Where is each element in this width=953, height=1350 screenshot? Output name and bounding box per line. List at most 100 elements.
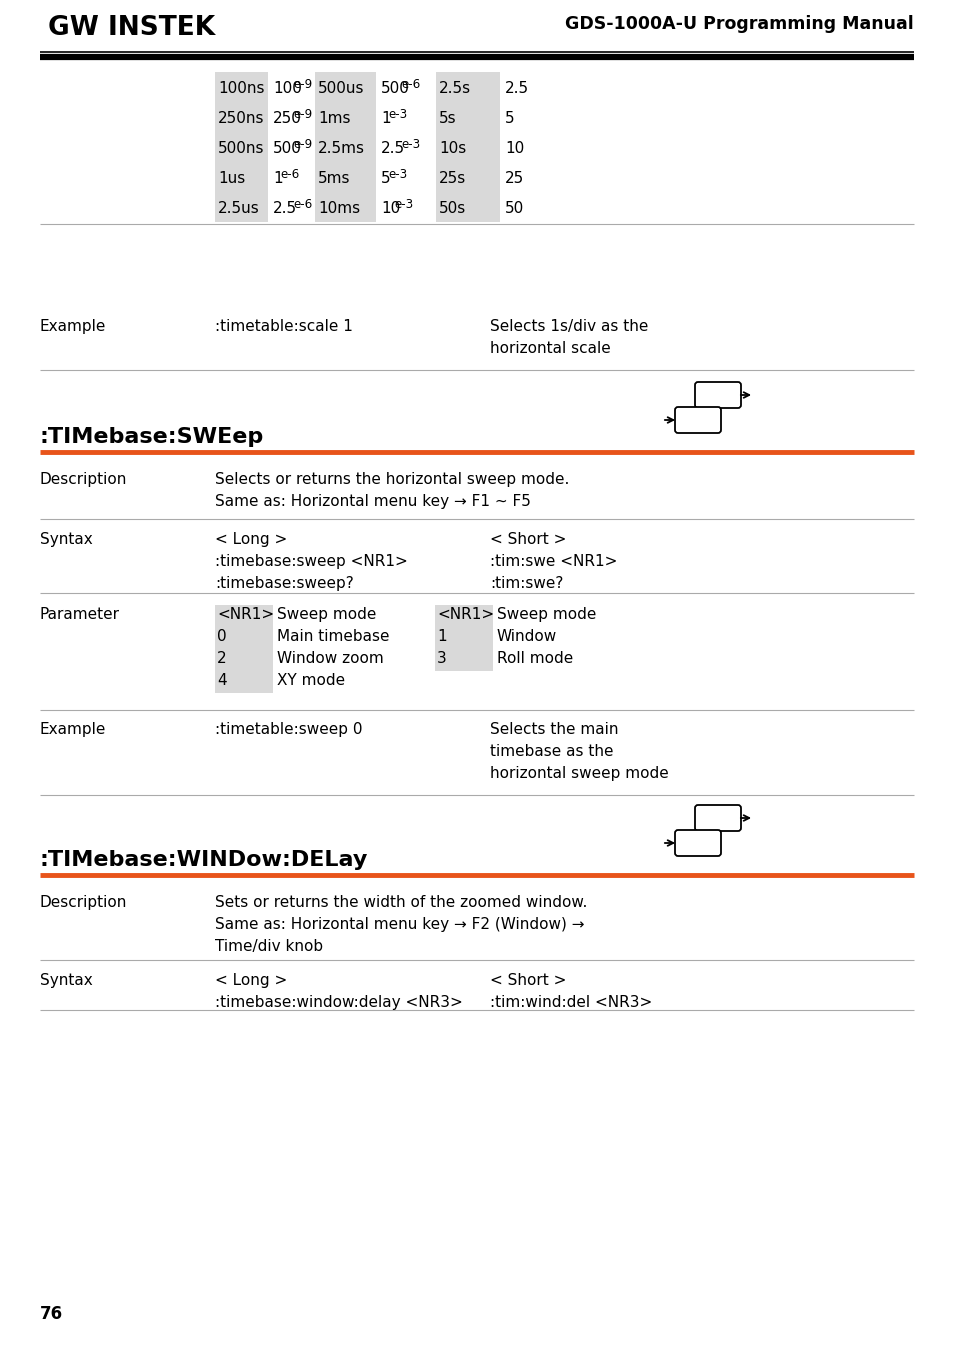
Text: 500ns: 500ns: [218, 140, 264, 157]
Text: :TIMebase:SWEep: :TIMebase:SWEep: [40, 427, 264, 447]
Text: 10s: 10s: [438, 140, 466, 157]
Text: 500us: 500us: [317, 81, 364, 96]
Text: XY mode: XY mode: [276, 674, 345, 688]
Text: Description: Description: [40, 895, 128, 910]
Text: 1: 1: [380, 111, 390, 126]
Text: Syntax: Syntax: [40, 532, 92, 547]
Text: :timetable:scale 1: :timetable:scale 1: [214, 319, 353, 333]
Text: < Long >: < Long >: [214, 532, 287, 547]
Bar: [314, 72, 375, 221]
Text: 1: 1: [436, 629, 446, 644]
Text: GW INSTEK: GW INSTEK: [48, 15, 214, 40]
Text: 2.5: 2.5: [504, 81, 529, 96]
Text: 2: 2: [216, 651, 227, 666]
Text: :tim:wind:del <NR3>: :tim:wind:del <NR3>: [490, 995, 652, 1010]
Text: :tim:swe?: :tim:swe?: [490, 576, 563, 591]
Text: Example: Example: [40, 722, 107, 737]
Text: 4: 4: [216, 674, 227, 688]
Bar: [435, 626, 493, 649]
Text: 3: 3: [436, 651, 446, 666]
FancyBboxPatch shape: [675, 406, 720, 433]
Text: 2.5ms: 2.5ms: [317, 140, 365, 157]
Text: e-9: e-9: [294, 138, 313, 151]
Bar: [435, 605, 493, 626]
Text: :timebase:window:delay <NR3>: :timebase:window:delay <NR3>: [214, 995, 462, 1010]
Text: :timetable:sweep 0: :timetable:sweep 0: [214, 722, 362, 737]
Text: Main timebase: Main timebase: [276, 629, 389, 644]
Text: 500: 500: [273, 140, 301, 157]
Bar: [436, 72, 499, 221]
Bar: [214, 72, 268, 221]
Text: Sweep mode: Sweep mode: [497, 608, 596, 622]
Text: 2.5: 2.5: [273, 201, 296, 216]
Text: 25s: 25s: [438, 171, 466, 186]
Bar: [214, 649, 273, 671]
Text: 250: 250: [273, 111, 301, 126]
Text: 2.5: 2.5: [380, 140, 405, 157]
Text: < Short >: < Short >: [490, 973, 566, 988]
Text: GDS-1000A-U Programming Manual: GDS-1000A-U Programming Manual: [565, 15, 913, 32]
Text: <NR1>: <NR1>: [436, 608, 494, 622]
Text: e-3: e-3: [401, 138, 420, 151]
Text: <NR1>: <NR1>: [216, 608, 274, 622]
Text: :TIMebase:WINDow:DELay: :TIMebase:WINDow:DELay: [40, 850, 368, 869]
Text: 2.5us: 2.5us: [218, 201, 259, 216]
Text: 250ns: 250ns: [218, 111, 264, 126]
Text: 10: 10: [380, 201, 400, 216]
Text: e-6: e-6: [294, 198, 313, 211]
Text: < Long >: < Long >: [214, 973, 287, 988]
Text: e-9: e-9: [294, 108, 313, 122]
Text: 10ms: 10ms: [317, 201, 359, 216]
FancyBboxPatch shape: [675, 830, 720, 856]
Text: 1: 1: [273, 171, 282, 186]
Bar: [214, 671, 273, 693]
Text: Selects or returns the horizontal sweep mode.: Selects or returns the horizontal sweep …: [214, 472, 569, 487]
Text: 0: 0: [216, 629, 227, 644]
Text: e-6: e-6: [401, 78, 420, 90]
Text: 1us: 1us: [218, 171, 245, 186]
FancyBboxPatch shape: [695, 382, 740, 408]
Text: Same as: Horizontal menu key → F2 (Window) →: Same as: Horizontal menu key → F2 (Windo…: [214, 917, 584, 932]
Text: Syntax: Syntax: [40, 973, 92, 988]
Text: Parameter: Parameter: [40, 608, 120, 622]
Text: e-3: e-3: [388, 167, 407, 181]
Text: timebase as the: timebase as the: [490, 744, 613, 759]
Text: 5: 5: [380, 171, 390, 186]
Text: 76: 76: [40, 1305, 63, 1323]
Text: Selects 1s/div as the: Selects 1s/div as the: [490, 319, 648, 333]
Text: Window zoom: Window zoom: [276, 651, 383, 666]
Bar: [214, 626, 273, 649]
Text: Sweep mode: Sweep mode: [276, 608, 376, 622]
Text: Example: Example: [40, 319, 107, 333]
Bar: [214, 605, 273, 626]
Text: Description: Description: [40, 472, 128, 487]
Text: e-9: e-9: [294, 78, 313, 90]
Text: Time/div knob: Time/div knob: [214, 940, 323, 954]
Text: 10: 10: [504, 140, 524, 157]
Text: e-3: e-3: [388, 108, 407, 122]
Text: Same as: Horizontal menu key → F1 ~ F5: Same as: Horizontal menu key → F1 ~ F5: [214, 494, 530, 509]
Text: 2.5s: 2.5s: [438, 81, 471, 96]
Text: e-6: e-6: [279, 167, 299, 181]
Text: :timebase:sweep?: :timebase:sweep?: [214, 576, 354, 591]
Bar: [435, 649, 493, 671]
Text: 5s: 5s: [438, 111, 456, 126]
FancyBboxPatch shape: [695, 805, 740, 832]
Text: 100: 100: [273, 81, 301, 96]
Text: 100ns: 100ns: [218, 81, 264, 96]
Text: Sets or returns the width of the zoomed window.: Sets or returns the width of the zoomed …: [214, 895, 587, 910]
Text: horizontal sweep mode: horizontal sweep mode: [490, 765, 668, 782]
Text: 5: 5: [504, 111, 514, 126]
Text: 50: 50: [504, 201, 524, 216]
Text: Window: Window: [497, 629, 557, 644]
Text: 25: 25: [504, 171, 524, 186]
Text: horizontal scale: horizontal scale: [490, 342, 610, 356]
Text: Roll mode: Roll mode: [497, 651, 573, 666]
Text: 500: 500: [380, 81, 410, 96]
Text: 50s: 50s: [438, 201, 466, 216]
Text: 5ms: 5ms: [317, 171, 350, 186]
Text: :timebase:sweep <NR1>: :timebase:sweep <NR1>: [214, 554, 407, 568]
Text: e-3: e-3: [395, 198, 414, 211]
Text: Selects the main: Selects the main: [490, 722, 618, 737]
Text: :tim:swe <NR1>: :tim:swe <NR1>: [490, 554, 617, 568]
